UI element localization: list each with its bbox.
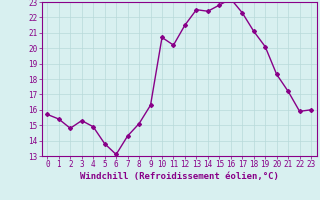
X-axis label: Windchill (Refroidissement éolien,°C): Windchill (Refroidissement éolien,°C) (80, 172, 279, 181)
